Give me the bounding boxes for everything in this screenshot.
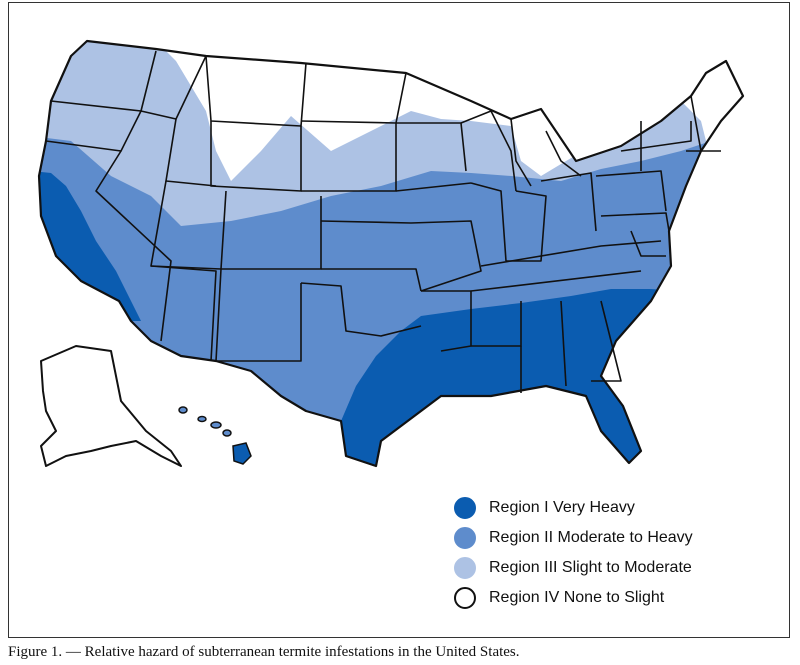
legend-item-region-1: Region I Very Heavy [454, 493, 784, 523]
us-termite-map [37, 39, 745, 468]
figure-frame: Region I Very Heavy Region II Moderate t… [8, 2, 790, 638]
region-1-california [39, 171, 141, 321]
legend-item-region-4: Region IV None to Slight [454, 583, 784, 613]
us-outline [37, 39, 745, 468]
legend-label-region-4: Region IV None to Slight [489, 589, 665, 606]
hawaii [178, 406, 252, 465]
alaska [40, 345, 182, 467]
legend-swatch-region-2 [454, 527, 476, 549]
state-borders [45, 50, 721, 393]
figure-caption: Figure 1. — Relative hazard of subterran… [8, 644, 520, 660]
legend-label-region-3: Region III Slight to Moderate [489, 559, 692, 576]
legend-swatch-region-4 [454, 587, 476, 609]
map-legend: Region I Very Heavy Region II Moderate t… [454, 493, 784, 613]
legend-item-region-3: Region III Slight to Moderate [454, 553, 784, 583]
legend-label-region-2: Region II Moderate to Heavy [489, 529, 693, 546]
legend-item-region-2: Region II Moderate to Heavy [454, 523, 784, 553]
legend-swatch-region-3 [454, 557, 476, 579]
legend-swatch-region-1 [454, 497, 476, 519]
legend-label-region-1: Region I Very Heavy [489, 499, 635, 516]
